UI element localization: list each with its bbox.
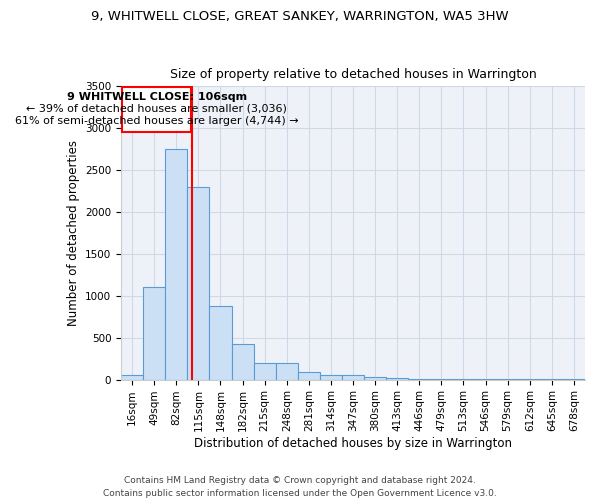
Bar (364, 376, 386, 380)
Bar (408, 379, 430, 380)
Bar (298, 372, 320, 380)
Text: ← 39% of detached houses are smaller (3,036): ← 39% of detached houses are smaller (3,… (26, 104, 287, 114)
Bar (320, 374, 342, 380)
Bar (342, 376, 364, 380)
Text: 9, WHITWELL CLOSE, GREAT SANKEY, WARRINGTON, WA5 3HW: 9, WHITWELL CLOSE, GREAT SANKEY, WARRING… (91, 10, 509, 23)
Title: Size of property relative to detached houses in Warrington: Size of property relative to detached ho… (170, 68, 536, 81)
Bar (276, 363, 298, 380)
Bar (209, 306, 232, 380)
Bar (165, 149, 187, 380)
FancyBboxPatch shape (122, 87, 191, 132)
Y-axis label: Number of detached properties: Number of detached properties (67, 140, 80, 326)
Text: 9 WHITWELL CLOSE: 106sqm: 9 WHITWELL CLOSE: 106sqm (67, 92, 247, 102)
Text: 61% of semi-detached houses are larger (4,744) →: 61% of semi-detached houses are larger (… (15, 116, 299, 126)
Bar (232, 344, 254, 380)
Text: Contains HM Land Registry data © Crown copyright and database right 2024.
Contai: Contains HM Land Registry data © Crown c… (103, 476, 497, 498)
X-axis label: Distribution of detached houses by size in Warrington: Distribution of detached houses by size … (194, 437, 512, 450)
Bar (254, 363, 276, 380)
Bar (121, 376, 143, 380)
Bar (386, 378, 408, 380)
Bar (187, 187, 209, 380)
Bar (430, 379, 452, 380)
Bar (143, 288, 165, 380)
